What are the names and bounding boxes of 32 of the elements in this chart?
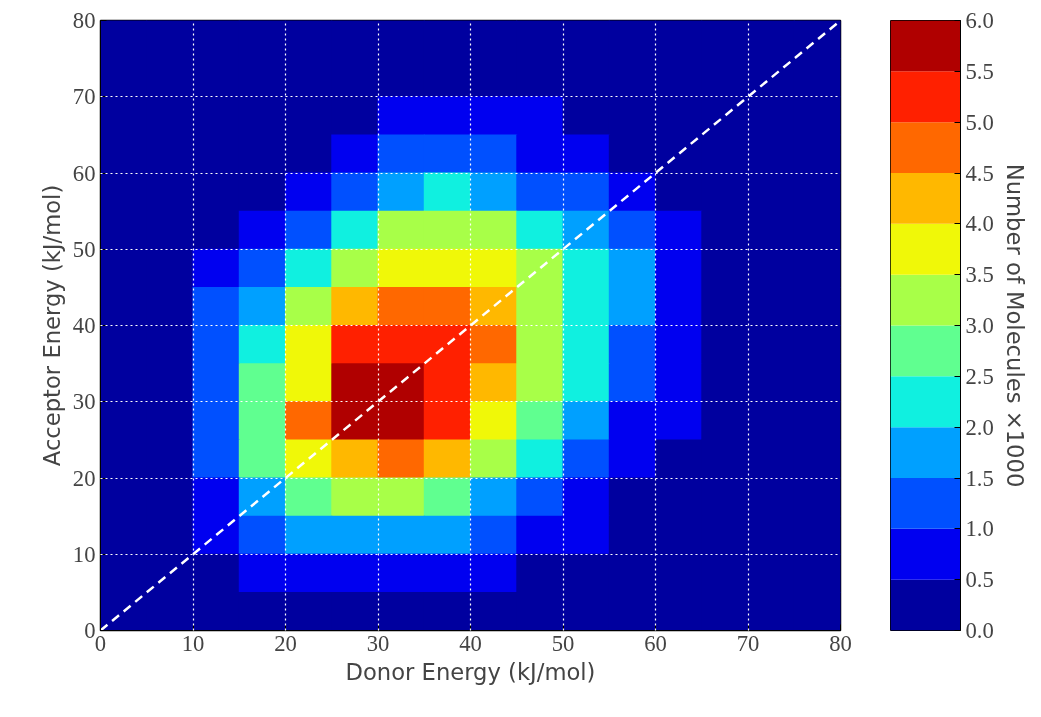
- x-tick-label: 70: [736, 630, 760, 656]
- color-bar-label: 1.0: [965, 516, 994, 542]
- x-tick-label: 40: [459, 630, 482, 656]
- color-bar-label: 4.0: [965, 211, 994, 237]
- x-tick-label: 80: [829, 630, 852, 656]
- color-bar-label: 5.0: [965, 109, 994, 135]
- color-bar-label: 1.5: [965, 465, 994, 491]
- y-tick-label: 40: [72, 313, 96, 338]
- color-bar-label: 0.5: [965, 567, 994, 593]
- color-bar-label: 5.5: [965, 58, 994, 84]
- color-bar-label: 2.5: [965, 363, 994, 389]
- x-tick-label: 20: [274, 630, 297, 656]
- x-tick-label: 60: [644, 630, 667, 656]
- color-bar-label: 2.0: [965, 414, 994, 440]
- y-tick-label: 80: [72, 8, 96, 33]
- color-bar-title: Number of Molecules ×1000: [1001, 163, 1028, 488]
- x-axis-title: Donor Energy (kJ/mol): [345, 658, 596, 685]
- color-bar-label: 4.5: [965, 160, 994, 186]
- y-axis-title: Acceptor Energy (kJ/mol): [38, 184, 65, 467]
- y-tick-label: 70: [72, 84, 96, 110]
- x-tick-label: 50: [551, 630, 575, 656]
- color-bar-label: 3.5: [965, 262, 994, 288]
- color-bar-label: 6.0: [965, 8, 994, 33]
- color-bar-label: 3.0: [965, 313, 994, 338]
- y-tick-label: 20: [72, 465, 96, 491]
- y-tick-label: 60: [72, 160, 96, 186]
- y-tick-label: 10: [72, 541, 96, 567]
- y-tick-label: 30: [72, 389, 96, 415]
- x-tick-label: 30: [366, 630, 390, 656]
- x-tick-label: 10: [181, 630, 205, 656]
- color-bar-label: 0.0: [965, 618, 994, 643]
- y-tick-label: 50: [72, 236, 96, 262]
